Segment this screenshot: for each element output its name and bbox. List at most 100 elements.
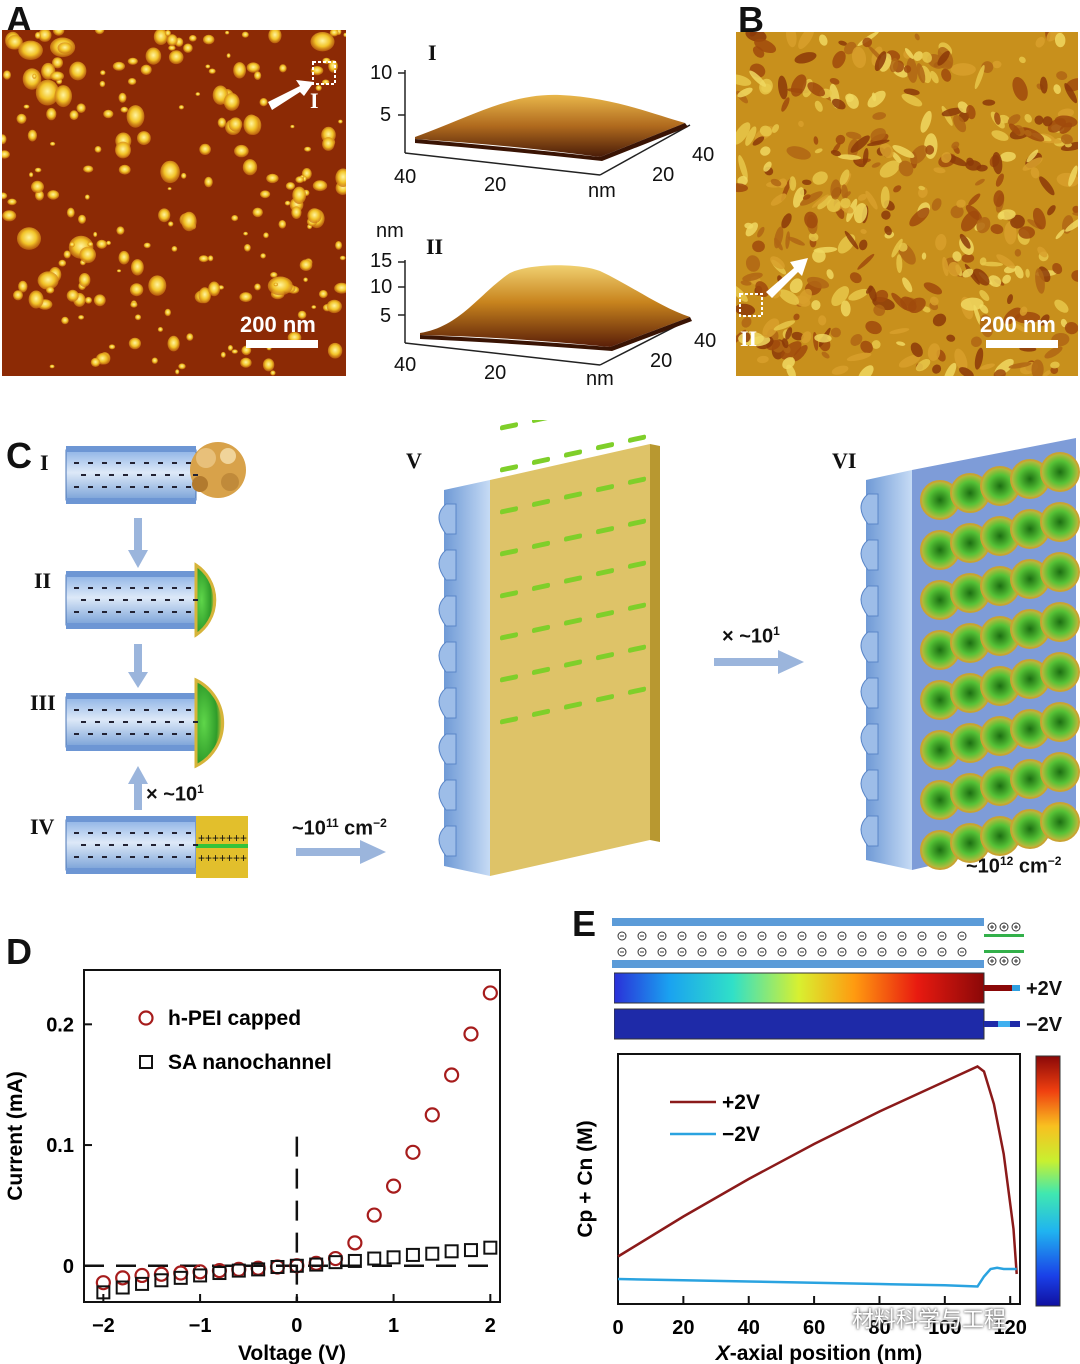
negative-charge-icon (777, 947, 787, 957)
membrane-stud (596, 568, 614, 577)
negative-charge-mark (151, 721, 156, 723)
negative-charge-mark (74, 462, 79, 464)
afm-particle (183, 43, 193, 53)
x-axis-label-rest: -axial position (nm) (730, 1342, 923, 1364)
peI-cap-cone (1040, 502, 1080, 542)
data-point-sa (347, 1253, 362, 1268)
afm-domain (817, 195, 833, 210)
negative-charge-mark (137, 844, 142, 846)
data-point-h-pei (424, 1107, 440, 1123)
afm-particle (27, 129, 37, 142)
afm-domain (1025, 268, 1030, 278)
afm-domain (898, 160, 914, 177)
afm-particle (198, 255, 209, 263)
afm-domain (929, 296, 939, 306)
afm-domain (948, 261, 961, 277)
afm-domain (1018, 226, 1035, 239)
afm-domain (979, 363, 995, 370)
afm-domain (846, 93, 859, 109)
afm-particle (335, 241, 343, 250)
afm-particle (46, 286, 55, 294)
negative-charge-mark (74, 733, 79, 735)
afm-domain (981, 61, 994, 74)
legend-label-plus2v: +2V (722, 1091, 760, 1114)
afm-domain (867, 139, 890, 147)
afm-particle (243, 231, 249, 236)
channel-wall-bump (860, 585, 879, 617)
positive-charge-icon (987, 922, 997, 932)
membrane-stud (532, 624, 550, 633)
afm-particle (128, 337, 141, 350)
afm-domain (736, 183, 748, 193)
afm-particle (129, 283, 144, 297)
afm-domain (745, 126, 757, 146)
negative-charge-icon (797, 947, 807, 957)
multiplier-iv: × ~101 (146, 782, 204, 806)
membrane-stud (628, 602, 646, 611)
inset-ii-xtick-20: 20 (484, 362, 507, 384)
membrane-stud (596, 652, 614, 661)
density-v: ~1011 cm−2 (292, 816, 387, 840)
negative-charge-mark (116, 486, 121, 488)
afm-domain (1054, 32, 1066, 48)
marker-i-a: I (310, 88, 319, 113)
negative-charge-icon (737, 931, 747, 941)
afm-particle (79, 246, 96, 264)
afm-domain (1037, 246, 1048, 258)
afm-particle (339, 255, 346, 261)
afm-domain (950, 205, 964, 219)
channel-wall-bump (438, 503, 457, 535)
afm-domain (831, 98, 846, 110)
afm-domain (992, 60, 1002, 69)
afm-domain (901, 93, 923, 107)
afm-particle (252, 207, 263, 218)
afm-particle (225, 30, 230, 35)
channel-wall-bump (860, 493, 879, 525)
afm-particle (234, 144, 249, 158)
afm-particle (103, 109, 114, 119)
afm-particle (38, 30, 52, 42)
afm-particle (254, 283, 261, 291)
negative-charge-icon (697, 947, 707, 957)
afm-domain (1071, 270, 1078, 282)
negative-charge-mark (158, 709, 163, 711)
afm-particle (217, 117, 227, 128)
afm-domain (871, 340, 881, 349)
afm-domain (793, 313, 800, 321)
data-point-h-pei (347, 1235, 363, 1251)
negative-charge-icon (897, 931, 907, 941)
negative-charge-icon (937, 947, 947, 957)
afm-particle (158, 208, 171, 223)
negative-charge-mark (88, 709, 93, 711)
afm-domain (760, 146, 771, 156)
negative-charge-mark (179, 844, 184, 846)
afm-domain (774, 237, 783, 251)
afm-domain (771, 124, 780, 133)
afm-domain (932, 364, 942, 374)
afm-domain (754, 38, 777, 54)
afm-domain (927, 343, 941, 361)
afm-domain (965, 160, 982, 171)
afm-particle (78, 214, 86, 224)
afm-domain (1019, 56, 1026, 64)
afm-domain (853, 203, 868, 224)
step-label-iii: III (30, 690, 56, 715)
afm-particle (69, 110, 79, 121)
afm-domain (737, 87, 753, 98)
afm-domain (1046, 32, 1066, 42)
afm-particle (47, 190, 60, 200)
afm-particle (23, 104, 30, 109)
afm-domain (1052, 262, 1063, 275)
x-tick-label: 0 (291, 1315, 302, 1337)
negative-charge-icon (637, 931, 647, 941)
afm-particle (231, 215, 239, 222)
negative-charge-mark (144, 611, 149, 613)
negative-charge-mark (186, 856, 191, 858)
membrane-stud (500, 716, 518, 725)
afm-domain (806, 276, 830, 289)
afm-particle (310, 32, 335, 52)
afm-domain (798, 120, 804, 128)
negative-charge-mark (130, 462, 135, 464)
bar-label-plus2v: +2V (1026, 978, 1063, 1000)
afm-particle (267, 276, 293, 296)
